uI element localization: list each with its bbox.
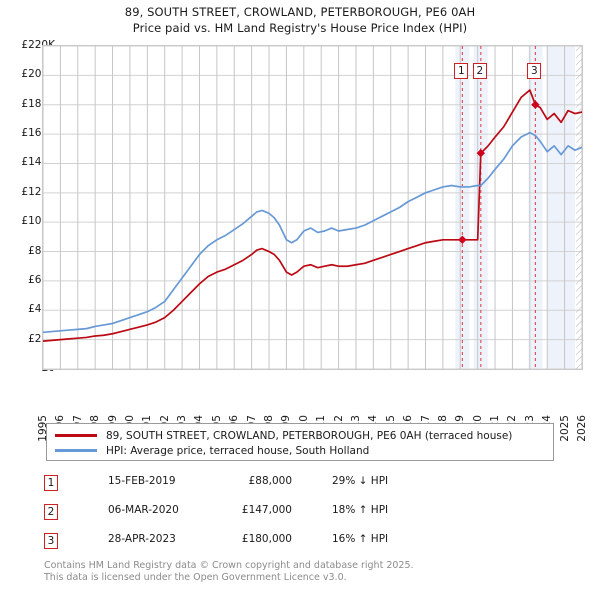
transaction-price: £180,000: [241, 533, 292, 545]
transaction-date: 28-APR-2023: [108, 533, 176, 545]
transactions-table: 1 15-FEB-2019 £88,000 29% ↓ HPI 2 06-MAR…: [44, 472, 464, 559]
plot-area: [42, 45, 583, 370]
copyright-footer: Contains HM Land Registry data © Crown c…: [44, 560, 584, 583]
page-title: 89, SOUTH STREET, CROWLAND, PETERBOROUGH…: [0, 4, 600, 36]
chart-annotation-badge: 2: [472, 63, 487, 79]
table-row: 1 15-FEB-2019 £88,000 29% ↓ HPI: [44, 472, 464, 501]
chart-annotation-badge: 3: [527, 63, 542, 79]
legend-item-hpi: HPI: Average price, terraced house, Sout…: [53, 443, 547, 458]
legend-label-property: 89, SOUTH STREET, CROWLAND, PETERBOROUGH…: [106, 429, 513, 442]
legend-item-property: 89, SOUTH STREET, CROWLAND, PETERBOROUGH…: [53, 428, 547, 443]
transaction-price: £88,000: [248, 475, 292, 487]
table-row: 2 06-MAR-2020 £147,000 18% ↑ HPI: [44, 501, 464, 530]
title-line-1: 89, SOUTH STREET, CROWLAND, PETERBOROUGH…: [124, 5, 476, 19]
footer-line-2: This data is licensed under the Open Gov…: [44, 571, 347, 583]
chart-legend: 89, SOUTH STREET, CROWLAND, PETERBOROUGH…: [46, 423, 554, 461]
legend-label-hpi: HPI: Average price, terraced house, Sout…: [106, 444, 370, 457]
legend-swatch-hpi: [55, 449, 97, 452]
chart-svg: [43, 46, 582, 369]
transaction-date: 15-FEB-2019: [108, 475, 176, 487]
chart-container: £0£20K£40K£60K£80K£100K£120K£140K£160K£1…: [0, 39, 600, 442]
transaction-index-badge: 2: [44, 504, 58, 520]
x-tick-label: 2026: [576, 415, 588, 442]
title-line-2: Price paid vs. HM Land Registry's House …: [132, 21, 468, 35]
legend-swatch-property: [55, 434, 97, 437]
chart-annotation-badge: 1: [454, 63, 469, 79]
transaction-price: £147,000: [241, 504, 292, 516]
x-tick-label: 2025: [558, 415, 571, 442]
transaction-date: 06-MAR-2020: [108, 504, 179, 516]
table-row: 3 28-APR-2023 £180,000 16% ↑ HPI: [44, 530, 464, 559]
footer-line-1: Contains HM Land Registry data © Crown c…: [44, 560, 414, 571]
transaction-hpi-delta: 18% ↑ HPI: [332, 504, 389, 516]
transaction-index-badge: 1: [44, 475, 58, 491]
transaction-hpi-delta: 29% ↓ HPI: [332, 475, 389, 487]
transaction-index-badge: 3: [44, 533, 58, 549]
transaction-hpi-delta: 16% ↑ HPI: [332, 533, 389, 545]
